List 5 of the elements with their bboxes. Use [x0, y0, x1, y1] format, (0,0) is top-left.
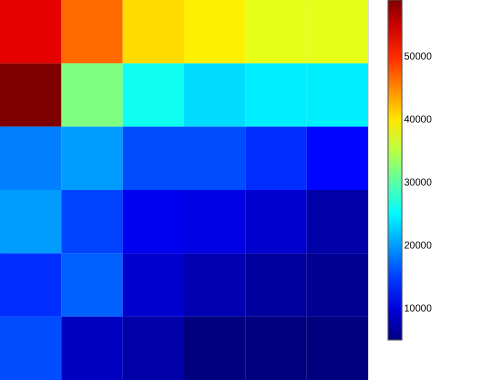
- color-bar-label: 40000: [404, 114, 432, 126]
- color-bar-label: 20000: [404, 240, 432, 252]
- color-bar-label: 30000: [404, 178, 432, 189]
- color-bar-label: 50000: [404, 52, 432, 63]
- color-bar-label: 10000: [404, 304, 432, 315]
